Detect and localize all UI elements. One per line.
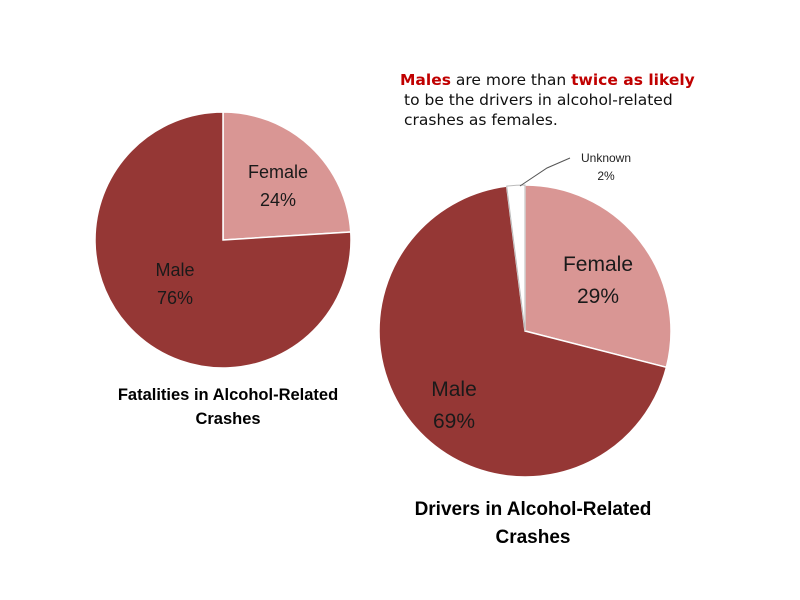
slice-value-male: 69% — [433, 410, 475, 433]
callout-twice: twice as likely — [571, 71, 695, 89]
slice-label-female: Female — [248, 162, 308, 182]
callout-text1: are more than — [450, 71, 572, 89]
pie-chart-fatalities: Female 24% Male 76% — [94, 111, 352, 369]
slice-label-male: Male — [155, 260, 194, 280]
slice-value-female: 24% — [260, 190, 296, 210]
callout-line3: crashes as females. — [404, 111, 558, 129]
callout-males: Males — [400, 71, 451, 89]
chart1-title-line1: Fatalities in Alcohol-Related — [118, 386, 338, 404]
chart1-title-line2: Crashes — [195, 410, 260, 428]
callout-text: Males are more than twice as likely to b… — [400, 70, 730, 130]
pie-slice-female — [524, 184, 672, 369]
slice-value-unknown: 2% — [597, 169, 615, 183]
slice-label-unknown: Unknown — [581, 151, 631, 165]
slice-label-female: Female — [563, 253, 633, 276]
pie-slice-unknown — [506, 184, 526, 332]
pie-chart-drivers: Female 29% Male 69% Unknown 2% — [378, 151, 672, 478]
chart2-title-line2: Crashes — [496, 527, 571, 548]
pie-slice-female — [222, 111, 352, 241]
pie-slice-male — [378, 185, 668, 478]
slice-value-male: 76% — [157, 288, 193, 308]
unknown-leader-line — [519, 157, 571, 187]
chart2-title-line1: Drivers in Alcohol-Related — [415, 499, 652, 520]
slice-value-female: 29% — [577, 285, 619, 308]
slice-label-male: Male — [431, 378, 477, 401]
pie-slice-male — [94, 111, 352, 369]
callout-line2: to be the drivers in alcohol-related — [404, 91, 673, 109]
